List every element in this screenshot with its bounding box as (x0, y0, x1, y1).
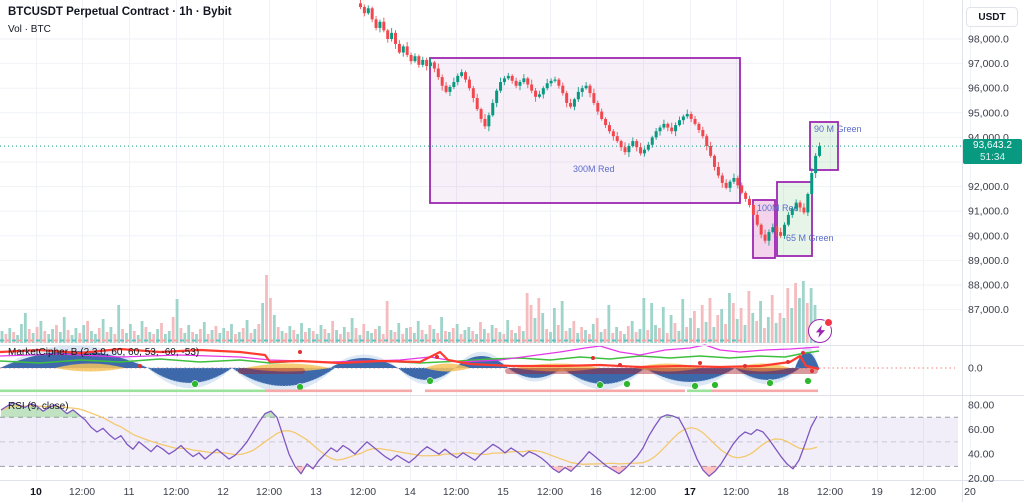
price-axis-label: 97,000.0 (968, 58, 1009, 70)
price-axis-label: 98,000.0 (968, 34, 1009, 46)
rsi-indicator-label[interactable]: RSI (9, close) (8, 401, 69, 412)
drawn-box[interactable] (429, 57, 741, 204)
time-axis-label: 12:00 (163, 486, 189, 498)
currency-unit-button[interactable]: USDT (966, 7, 1018, 27)
mc-warning-dot (618, 363, 622, 367)
mc-warning-dot (786, 360, 790, 364)
mc-buy-dot (623, 380, 631, 388)
mc-buy-dot (596, 381, 604, 389)
box-annotation-label: 90 M Green (814, 124, 862, 134)
bar-countdown: 51:34 (979, 151, 1006, 163)
mc-warning-dot (801, 351, 805, 355)
marketcipher-indicator-label[interactable]: MarketCipher B (2.3.0, 60, 60, 53, -60, … (8, 347, 200, 358)
mc-warning-dot (298, 350, 302, 354)
volume-legend[interactable]: Vol · BTC (8, 23, 51, 35)
current-price-badge: 93,643.2 51:34 (963, 139, 1022, 164)
drawn-box[interactable] (776, 181, 813, 257)
price-axis-label: 87,000.0 (968, 304, 1009, 316)
candlesticks (359, 0, 822, 246)
mc-buy-dot (711, 381, 719, 389)
mc-buy-dot (296, 383, 304, 391)
time-axis-label: 12:00 (910, 486, 936, 498)
rsi-axis-label: 20.00 (968, 473, 994, 485)
time-axis-label: 13 (310, 486, 322, 498)
chart-legend: BTCUSDT Perpetual Contract · 1h · Bybit … (8, 5, 232, 36)
box-annotation-label: 100M Red (757, 203, 799, 213)
time-axis-label: 18 (777, 486, 789, 498)
time-axis-label: 14 (404, 486, 416, 498)
drawing-boxes[interactable]: 300M Red 100M Red 65 M Green 90 M Green (429, 57, 862, 259)
lightning-icon (815, 324, 825, 338)
mc-warning-dot (743, 364, 747, 368)
mc-warning-dot (810, 369, 814, 373)
volume-bars (0, 275, 821, 343)
notification-dot (824, 318, 833, 327)
price-axis-label: 90,000.0 (968, 230, 1009, 242)
time-axis-label: 12:00 (537, 486, 563, 498)
rsi-axis-label: 40.00 (968, 449, 994, 461)
price-axis-label: 96,000.0 (968, 83, 1009, 95)
mc-buy-dot (691, 382, 699, 390)
mc-buy-dot (804, 377, 812, 385)
time-axis-label: 10 (30, 486, 42, 498)
time-axis-label: 12:00 (630, 486, 656, 498)
time-axis-label: 12 (217, 486, 229, 498)
time-axis-label: 12:00 (350, 486, 376, 498)
time-axis-label: 12:00 (723, 486, 749, 498)
time-axis-label: 17 (684, 486, 696, 498)
price-axis-label: 92,000.0 (968, 181, 1009, 193)
time-axis-label: 12:00 (256, 486, 282, 498)
time-axis-label: 19 (871, 486, 883, 498)
price-axis-label: 91,000.0 (968, 206, 1009, 218)
rsi-pane (0, 401, 958, 477)
time-axis-label: 16 (590, 486, 602, 498)
price-axis-labels[interactable]: 98,000.097,000.096,000.095,000.094,000.0… (968, 34, 1009, 486)
mc-buy-dot (426, 377, 434, 385)
time-axis-label: 12:00 (817, 486, 843, 498)
box-annotation-label: 300M Red (573, 164, 615, 174)
mc-warning-dot (435, 355, 439, 359)
price-axis-label: 88,000.0 (968, 280, 1009, 292)
price-axis-label: 95,000.0 (968, 107, 1009, 119)
time-axis-label: 11 (124, 486, 135, 498)
time-axis-label: 12:00 (69, 486, 95, 498)
time-axis-label: 20 (964, 486, 976, 498)
mc-warning-dot (138, 364, 142, 368)
mc-warning-dot (698, 361, 702, 365)
time-axis-labels[interactable]: 10 12:00 11 12:00 12 12:00 13 12:00 14 12:00 15 12:… (30, 486, 976, 498)
marketcipher-pane (0, 339, 955, 393)
rsi-axis-label: 60.00 (968, 424, 994, 436)
rsi-axis-label: 80.00 (968, 400, 994, 412)
time-axis-label: 12:00 (443, 486, 469, 498)
price-axis-label: 89,000.0 (968, 255, 1009, 267)
time-axis-label: 15 (497, 486, 509, 498)
symbol-title[interactable]: BTCUSDT Perpetual Contract · 1h · Bybit (8, 6, 232, 18)
box-annotation-label: 65 M Green (786, 233, 834, 243)
quick-trade-button[interactable] (808, 318, 833, 343)
mc-buy-dot (191, 380, 199, 388)
mc-zero-label: 0.0 (968, 363, 983, 375)
mc-buy-dot (766, 379, 774, 387)
current-price-value: 93,643.2 (973, 140, 1012, 151)
mc-warning-dot (591, 356, 595, 360)
drawn-box[interactable] (752, 199, 776, 259)
